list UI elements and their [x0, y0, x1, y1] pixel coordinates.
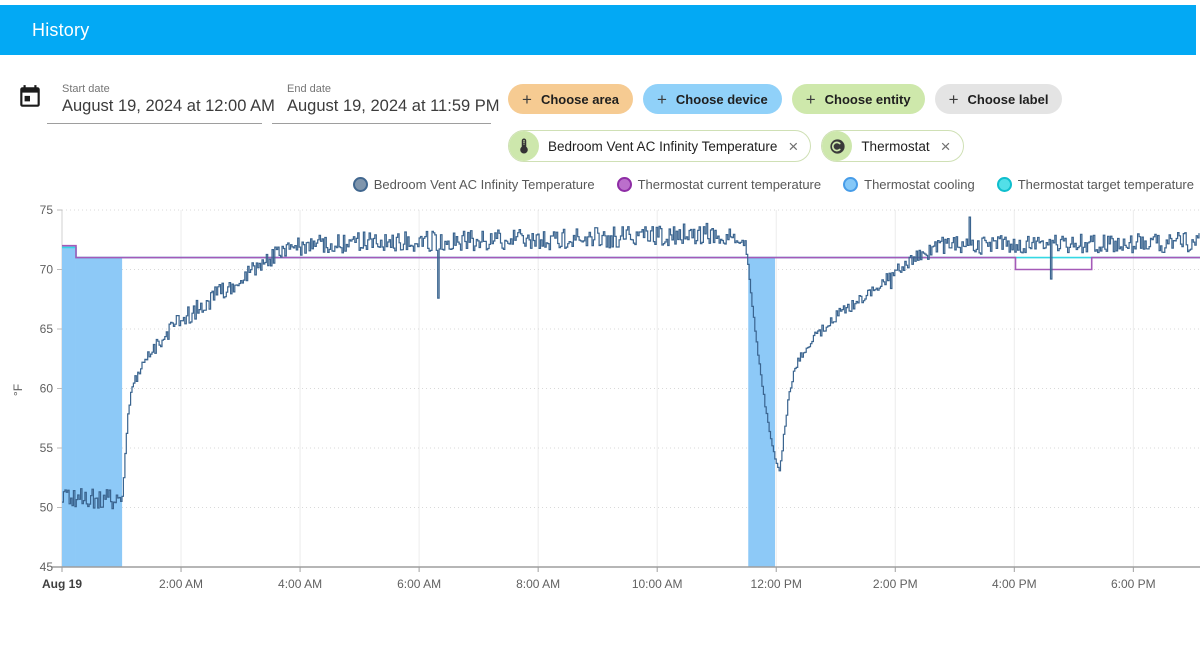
entity-chip-label: Thermostat	[861, 138, 930, 154]
filter-chip-row: + Choose area + Choose device + Choose entity…	[508, 84, 1063, 114]
thermometer-icon	[509, 131, 539, 161]
entity-chip-label: Bedroom Vent AC Infinity Temperature	[548, 138, 778, 154]
entity-chip-bedroom-vent-ac-infinity-temperature[interactable]: Bedroom Vent AC Infinity Temperature ×	[508, 130, 812, 162]
legend-item-thermostat-target-temperature[interactable]: Thermostat target temperature	[996, 177, 1194, 192]
legend-dot	[352, 177, 368, 192]
end-date-value: August 19, 2024 at 11:59 PM	[287, 97, 500, 115]
x-axis-label: 2:00 AM	[159, 577, 203, 591]
cooling-region	[62, 245, 76, 567]
y-axis-label: 45	[40, 560, 54, 574]
x-axis-label: 2:00 PM	[873, 577, 918, 591]
chart-legend: Bedroom Vent AC Infinity Temperature Ther…	[0, 177, 1194, 192]
x-axis-label: 6:00 AM	[397, 577, 441, 591]
cooling-region	[748, 257, 776, 567]
filter-chip-choose-entity[interactable]: + Choose entity	[791, 84, 925, 114]
end-date-field[interactable]: End date August 19, 2024 at 11:59 PM	[272, 83, 500, 124]
filter-chip-choose-device[interactable]: + Choose device	[642, 84, 782, 114]
legend-label: Thermostat target temperature	[1017, 177, 1194, 192]
entity-chip-thermostat[interactable]: Thermostat ×	[821, 130, 964, 162]
start-date-value: August 19, 2024 at 12:00 AM	[62, 97, 275, 115]
page-title: History	[32, 19, 90, 40]
y-axis-label: 70	[40, 263, 54, 277]
y-axis-label: 55	[40, 441, 54, 455]
app-header: History	[0, 5, 1196, 55]
legend-label: Bedroom Vent AC Infinity Temperature	[373, 177, 595, 192]
close-icon[interactable]: ×	[940, 136, 951, 156]
y-axis-label: 75	[40, 203, 54, 217]
x-axis-label: 4:00 PM	[992, 577, 1037, 591]
plus-icon: +	[656, 89, 667, 109]
filter-chip-label: Choose device	[675, 91, 768, 107]
plus-icon: +	[805, 89, 816, 109]
series-thermostat-current-temperature	[62, 244, 1200, 271]
thermostat-icon	[822, 131, 853, 161]
cooling-region	[75, 257, 123, 567]
x-axis-label: 12:00 PM	[751, 577, 802, 591]
filter-chip-label: Choose label	[967, 91, 1049, 107]
y-axis-label: 50	[40, 501, 54, 515]
end-date-label: End date	[287, 83, 332, 95]
filter-chip-label: Choose entity	[824, 91, 911, 107]
x-axis-label: 6:00 PM	[1111, 577, 1156, 591]
filter-chip-label: Choose area	[540, 91, 619, 107]
x-axis-label: Aug 19	[42, 577, 82, 591]
legend-dot	[996, 177, 1012, 192]
legend-label: Thermostat cooling	[864, 177, 975, 192]
history-chart[interactable]: 75 70 65 60 55 50 45 Aug 19 2:00 AM 4:00 AM 6:00 A…	[0, 195, 1200, 610]
legend-item-thermostat-cooling[interactable]: Thermostat cooling	[843, 177, 975, 192]
y-axis-title: °F	[11, 384, 25, 396]
x-axis-label: 10:00 AM	[632, 577, 683, 591]
start-date-label: Start date	[62, 83, 110, 95]
plus-icon: +	[522, 89, 532, 109]
y-axis-label: 60	[40, 382, 54, 396]
x-axis-label: 4:00 AM	[278, 577, 322, 591]
legend-dot	[616, 177, 632, 192]
filter-chip-choose-area[interactable]: + Choose area	[508, 84, 633, 114]
calendar-icon[interactable]	[16, 84, 44, 112]
legend-label: Thermostat current temperature	[637, 177, 822, 192]
series-thermostat-target-temperature	[62, 246, 1200, 259]
start-date-field[interactable]: Start date August 19, 2024 at 12:00 AM	[47, 83, 275, 124]
y-axis-label: 65	[40, 322, 54, 336]
x-axis-label: 8:00 AM	[516, 577, 560, 591]
calendar-icon	[20, 85, 40, 107]
legend-item-bedroom-vent-ac-infinity-temperature[interactable]: Bedroom Vent AC Infinity Temperature	[352, 177, 595, 192]
series-bedroom-vent-ac-infinity-temperature	[62, 216, 1200, 510]
legend-item-thermostat-current-temperature[interactable]: Thermostat current temperature	[616, 177, 822, 192]
plus-icon: +	[948, 89, 959, 109]
filter-chip-choose-label[interactable]: + Choose label	[934, 84, 1063, 114]
entity-chip-row: Bedroom Vent AC Infinity Temperature × The…	[508, 130, 964, 162]
legend-dot	[843, 177, 859, 192]
close-icon[interactable]: ×	[788, 136, 799, 156]
